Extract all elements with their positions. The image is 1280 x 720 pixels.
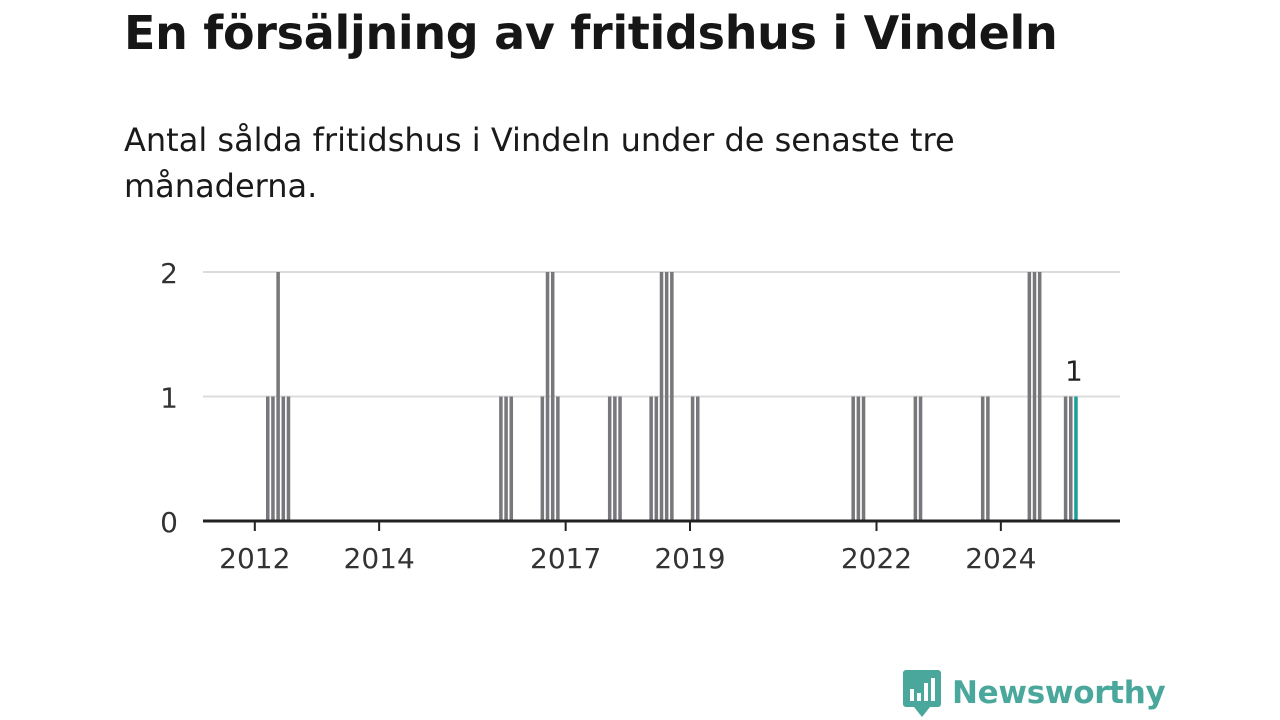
y-tick-label-1: 1 (160, 382, 178, 415)
bar-2016-02 (509, 397, 513, 522)
bar-2019-01 (691, 397, 695, 522)
bar-2025-02 (1069, 397, 1073, 522)
x-tick-label-2024: 2024 (965, 542, 1036, 575)
brand-name: Newsworthy (952, 675, 1165, 711)
bar-2024-06 (1028, 272, 1032, 521)
bar-2016-10 (551, 272, 555, 521)
bar-2016-01 (504, 397, 508, 522)
bar-2012-06 (282, 397, 286, 522)
bar-2016-08 (541, 397, 545, 522)
bar-2021-10 (862, 397, 866, 522)
bar-2021-09 (857, 397, 861, 522)
bar-2012-05 (276, 272, 280, 521)
x-axis: 2012 2014 2017 2019 2022 2024 (203, 521, 1120, 575)
bar-2012-03 (266, 397, 270, 522)
x-tick-label-2014: 2014 (344, 542, 415, 575)
bar-2022-09 (919, 397, 923, 522)
data-label-latest: 1 (1065, 355, 1083, 388)
bar-2012-04 (271, 397, 275, 522)
bar-2023-09 (981, 397, 985, 522)
bar-highlight-2025-03 (1074, 397, 1078, 522)
bar-2021-08 (851, 397, 855, 522)
bar-2023-10 (986, 397, 990, 522)
bar-2012-07 (287, 397, 291, 522)
x-tick-label-2022: 2022 (841, 542, 912, 575)
bar-2024-08 (1038, 272, 1042, 521)
bar-2022-08 (914, 397, 918, 522)
bar-2016-09 (546, 272, 550, 521)
bar-2025-01 (1064, 397, 1068, 522)
bar-chart: 0 1 2 2012 2014 2017 2019 2022 2024 1 (0, 0, 1280, 640)
bar-2017-11 (618, 397, 622, 522)
bar-2017-09 (608, 397, 612, 522)
newsworthy-logo-icon (902, 668, 942, 718)
data-labels: 1 (1065, 355, 1083, 388)
bar-2016-11 (556, 397, 560, 522)
y-axis-ticks: 0 1 2 (160, 257, 178, 539)
x-tick-label-2012: 2012 (219, 542, 290, 575)
bar-2015-12 (499, 397, 503, 522)
bar-2018-09 (670, 272, 674, 521)
bar-2018-05 (649, 397, 653, 522)
bar-2024-07 (1033, 272, 1037, 521)
y-tick-label-2: 2 (160, 257, 178, 290)
bar-2018-07 (660, 272, 664, 521)
y-tick-label-0: 0 (160, 506, 178, 539)
bar-2018-08 (665, 272, 669, 521)
bar-2017-10 (613, 397, 617, 522)
x-tick-label-2017: 2017 (530, 542, 601, 575)
brand-logo: Newsworthy (902, 669, 1165, 717)
bar-2018-06 (655, 397, 659, 522)
bar-2019-02 (696, 397, 700, 522)
x-tick-label-2019: 2019 (654, 542, 725, 575)
